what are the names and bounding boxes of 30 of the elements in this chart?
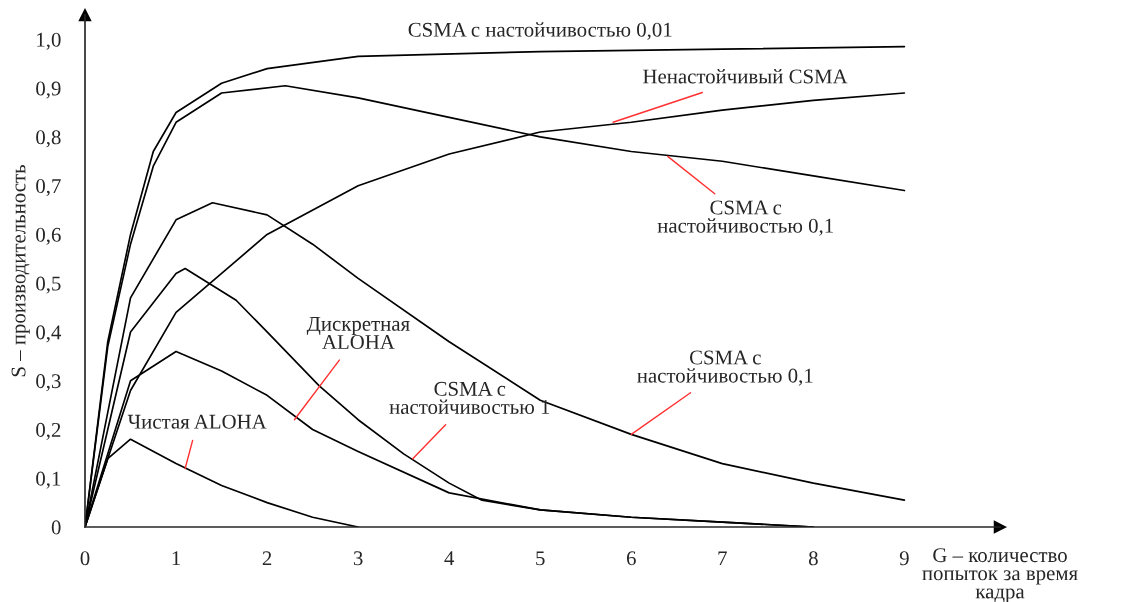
x-tick-label: 0 (80, 551, 90, 566)
y-axis-title: S – производительность (11, 165, 30, 377)
y-tick-label: 1,0 (37, 32, 61, 50)
y-tick-label: 0,1 (36, 471, 61, 489)
y-tick-label: 0,8 (36, 130, 61, 148)
y-tick-label: 0,9 (36, 81, 61, 99)
x-tick-label: 9 (899, 551, 909, 566)
x-tick-label: 8 (808, 551, 818, 566)
annotation: Ненастойчивый CSMA (643, 69, 848, 84)
annotation: CSMA с настойчивостью 0,1 (637, 350, 813, 386)
annotation: CSMA с настойчивостью 0,01 (408, 22, 672, 40)
y-tick-label: 0,4 (36, 325, 62, 343)
x-tick-label: 6 (626, 551, 636, 566)
x-tick-label: 5 (536, 551, 545, 566)
y-tick-label: 0 (51, 520, 61, 535)
annotation: CSMA с настойчивостью 1 (389, 381, 550, 415)
y-tick-label: 0,3 (36, 374, 61, 392)
x-tick-label: 2 (262, 551, 272, 566)
x-tick-label: 7 (718, 551, 727, 566)
annotation: Чистая ALOHA (127, 414, 267, 429)
x-tick-label: 3 (353, 551, 363, 566)
y-tick-label: 0,6 (36, 227, 61, 245)
y-tick-label: 0,2 (36, 422, 61, 440)
annotation: Дискретная ALOHA (306, 317, 410, 350)
y-tick-label: 0,5 (36, 276, 61, 294)
x-axis-title: G – количество попыток за время кадра (922, 548, 1078, 602)
x-tick-label: 4 (444, 551, 455, 566)
y-tick-label: 0,7 (36, 179, 61, 197)
annotation: CSMA с настойчивостью 0,1 (657, 200, 833, 236)
x-tick-label: 1 (172, 551, 180, 566)
